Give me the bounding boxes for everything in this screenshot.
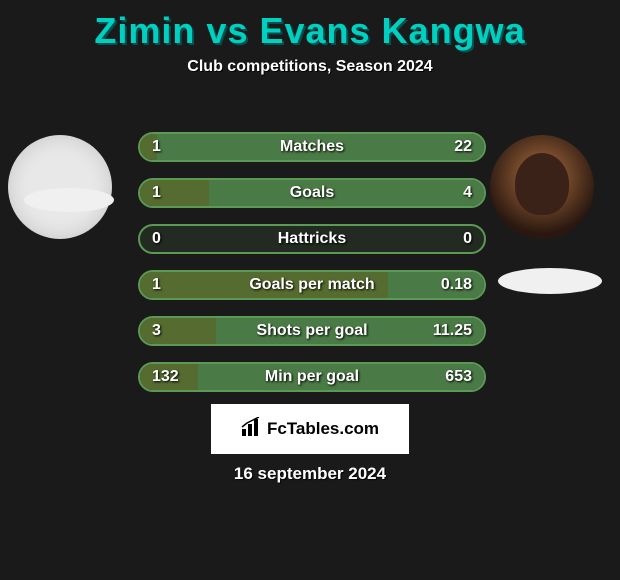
player1-club-logo — [24, 188, 114, 212]
stat-label: Shots per goal — [140, 318, 484, 344]
player2-avatar — [490, 135, 594, 239]
brand-text: FcTables.com — [267, 419, 379, 439]
stat-row: 122Matches — [138, 132, 486, 162]
vs-text: vs — [206, 10, 248, 51]
stat-label: Hattricks — [140, 226, 484, 252]
stat-row: 311.25Shots per goal — [138, 316, 486, 346]
player1-name: Zimin — [94, 10, 195, 51]
subtitle: Club competitions, Season 2024 — [0, 58, 620, 76]
page: Zimin vs Evans Kangwa Club competitions,… — [0, 10, 620, 580]
stat-row: 14Goals — [138, 178, 486, 208]
stats-bars: 122Matches 14Goals 00Hattricks 10.18Goals p… — [138, 132, 486, 408]
stat-row: 00Hattricks — [138, 224, 486, 254]
brand-icon — [241, 417, 261, 442]
date-text: 16 september 2024 — [0, 464, 620, 484]
stat-label: Goals per match — [140, 272, 484, 298]
stat-label: Goals — [140, 180, 484, 206]
player2-name: Evans Kangwa — [259, 10, 525, 51]
brand-badge: FcTables.com — [211, 404, 409, 454]
player2-club-logo — [498, 268, 602, 294]
player1-avatar — [8, 135, 112, 239]
stat-row: 132653Min per goal — [138, 362, 486, 392]
stat-label: Matches — [140, 134, 484, 160]
stat-row: 10.18Goals per match — [138, 270, 486, 300]
page-title: Zimin vs Evans Kangwa — [0, 10, 620, 52]
stat-label: Min per goal — [140, 364, 484, 390]
